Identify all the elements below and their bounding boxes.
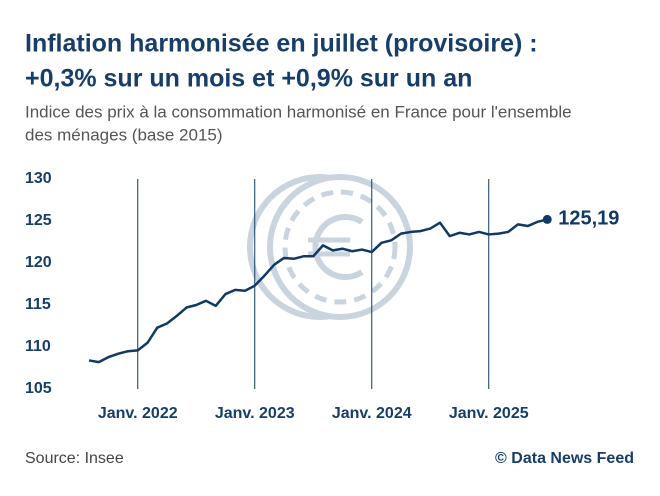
chart-subtitle: des ménages (base 2015) xyxy=(25,125,223,144)
x-tick-label: Janv. 2024 xyxy=(332,405,412,422)
y-tick-label: 130 xyxy=(25,170,52,187)
y-tick-label: 110 xyxy=(25,338,51,355)
end-point xyxy=(542,214,552,224)
coin-watermark xyxy=(247,174,413,320)
y-tick-label: 125 xyxy=(25,212,52,229)
value-label: 125,19 xyxy=(558,208,619,230)
y-tick-label: 120 xyxy=(25,254,52,271)
x-tick-label: Janv. 2022 xyxy=(98,405,178,422)
source: Source: Insee xyxy=(25,450,124,467)
chart-subtitle: Indice des prix à la consommation harmon… xyxy=(25,102,572,121)
line xyxy=(88,218,548,364)
y-tick-label: 115 xyxy=(25,296,51,313)
x-tick-label: Janv. 2023 xyxy=(215,405,295,422)
x-tick-label: Janv. 2025 xyxy=(449,405,529,422)
chart-title: Inflation harmonisée en juillet (proviso… xyxy=(25,30,538,58)
y-tick-label: 105 xyxy=(25,380,52,397)
brand: © Data News Feed xyxy=(495,450,634,467)
chart-title: +0,3% sur un mois et +0,9% sur un an xyxy=(25,65,472,93)
